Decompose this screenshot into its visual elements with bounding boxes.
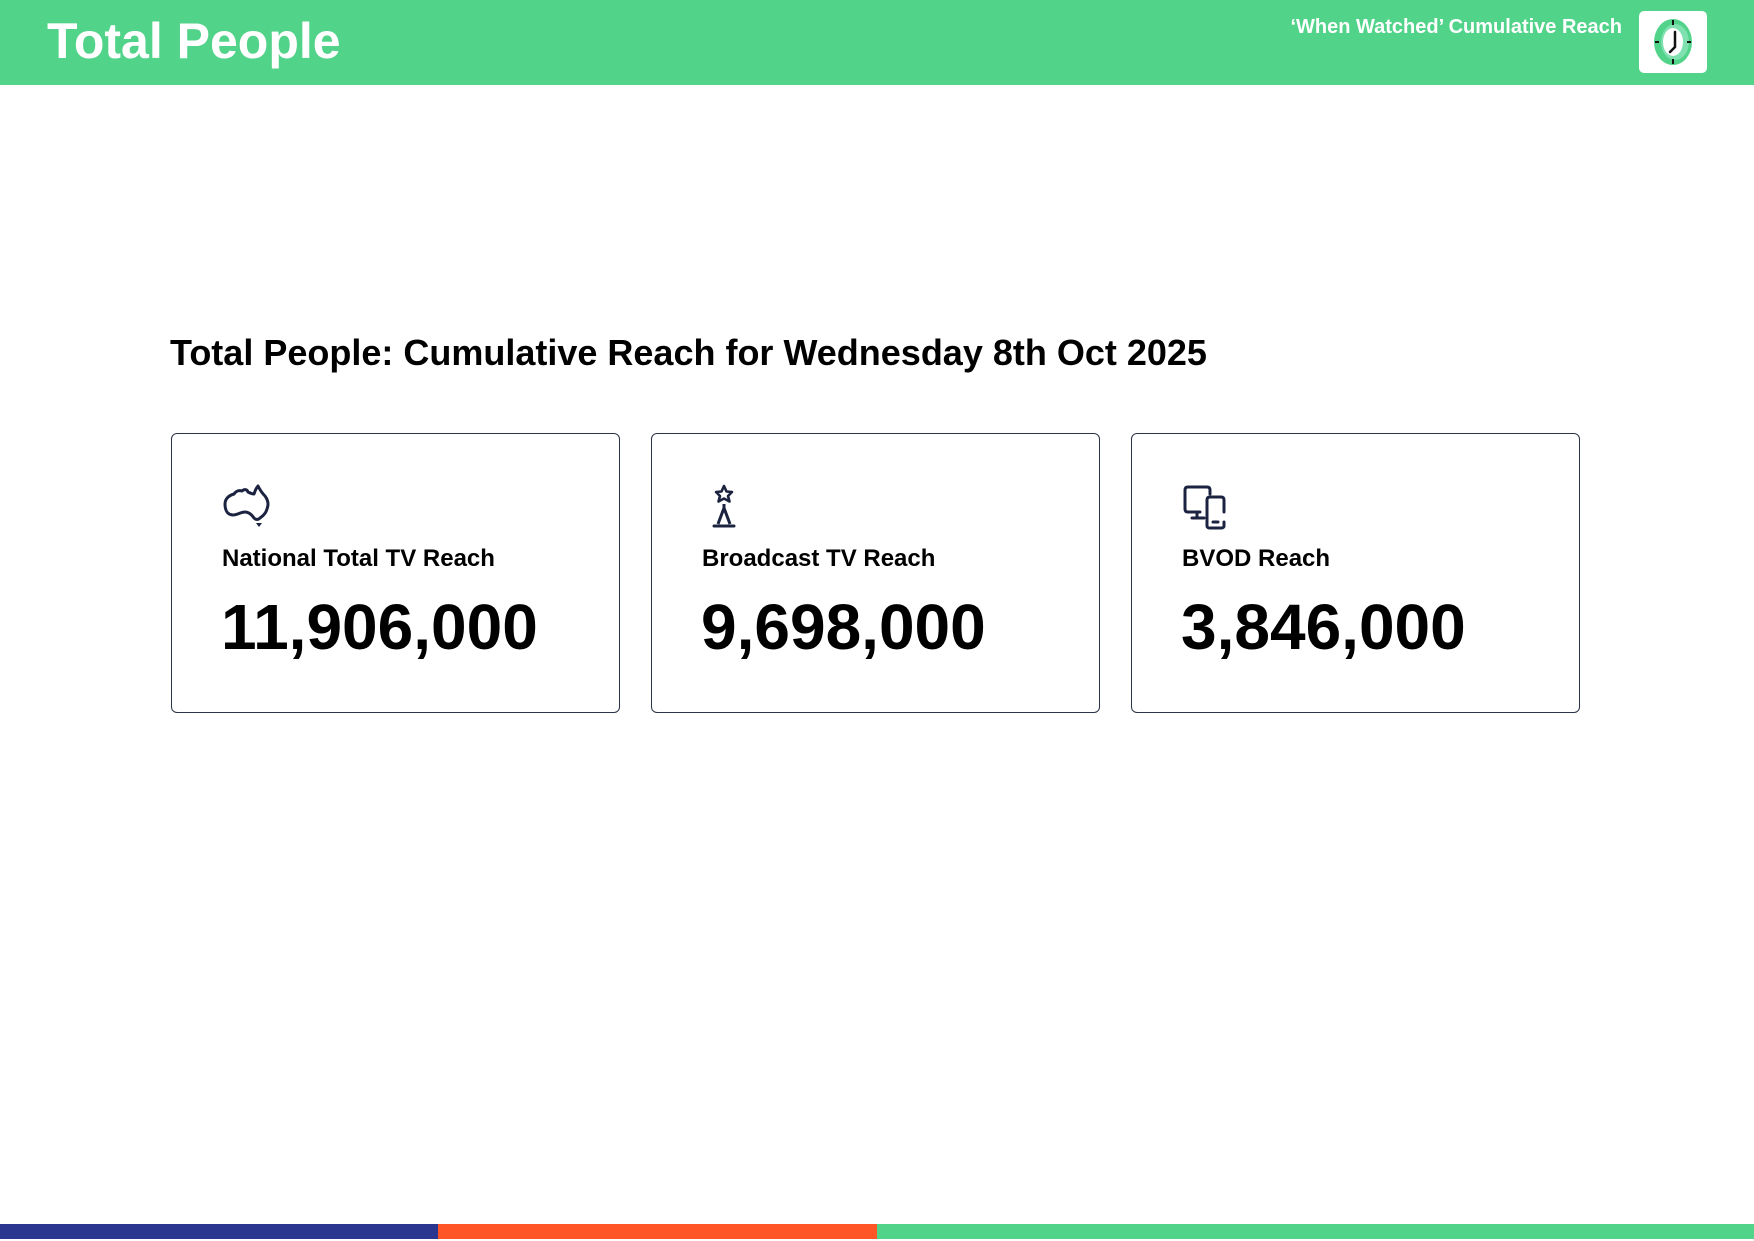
broadcast-tower-icon bbox=[712, 484, 736, 528]
logo bbox=[1639, 11, 1707, 73]
card-national-total-tv-reach: National Total TV Reach 11,906,000 bbox=[171, 433, 620, 713]
header-subtitle: ‘When Watched’ Cumulative Reach bbox=[1290, 16, 1622, 38]
footer-segment-orange bbox=[438, 1224, 877, 1239]
card-bvod-reach: BVOD Reach 3,846,000 bbox=[1131, 433, 1580, 713]
footer-segment-blue bbox=[0, 1224, 438, 1239]
australia-map-icon bbox=[223, 484, 270, 527]
card-label: Broadcast TV Reach bbox=[702, 545, 936, 572]
devices-icon bbox=[1183, 485, 1226, 530]
card-value: 11,906,000 bbox=[221, 591, 538, 663]
footer-segment-green bbox=[877, 1224, 1754, 1239]
page-title: Total People: Cumulative Reach for Wedne… bbox=[170, 332, 1207, 373]
header-bar: Total People ‘When Watched’ Cumulative R… bbox=[0, 0, 1754, 85]
card-broadcast-tv-reach: Broadcast TV Reach 9,698,000 bbox=[651, 433, 1100, 713]
footer-color-bar bbox=[0, 1224, 1754, 1239]
card-label: National Total TV Reach bbox=[222, 545, 495, 572]
card-value: 9,698,000 bbox=[701, 591, 986, 663]
card-label: BVOD Reach bbox=[1182, 545, 1331, 572]
clock-icon bbox=[1654, 19, 1692, 65]
header-title: Total People bbox=[47, 13, 341, 69]
card-value: 3,846,000 bbox=[1181, 591, 1466, 663]
